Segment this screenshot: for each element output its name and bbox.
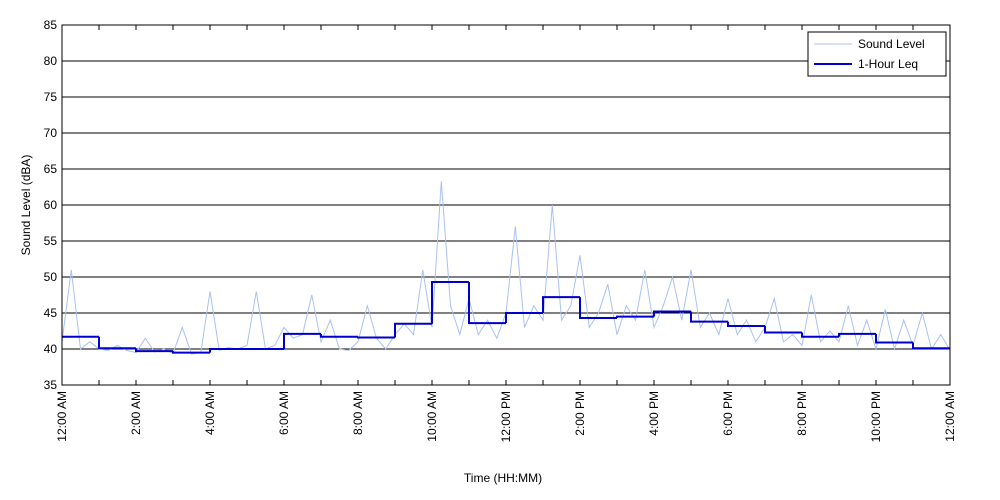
x-tick-label: 4:00 PM (647, 391, 661, 436)
leq-step (505, 312, 543, 324)
y-tick-label: 80 (44, 54, 58, 68)
x-tick-label: 8:00 PM (795, 391, 809, 436)
leq-step (394, 322, 432, 338)
x-tick-label: 10:00 AM (425, 391, 439, 442)
x-tick-label: 12:00 PM (499, 391, 513, 442)
y-tick-label: 70 (44, 126, 58, 140)
y-tick-label: 60 (44, 198, 58, 212)
y-tick-label: 55 (44, 234, 58, 248)
x-tick-label: 6:00 PM (721, 391, 735, 436)
legend-label: Sound Level (858, 37, 925, 51)
leq-step (616, 315, 654, 319)
legend-box (807, 31, 947, 77)
leq-step (764, 325, 802, 334)
x-axis-label: Time (HH:MM) (464, 471, 542, 485)
y-tick-label: 40 (44, 342, 58, 356)
y-tick-label: 35 (44, 378, 58, 392)
leq-step (98, 336, 136, 350)
leq-step (283, 332, 321, 349)
x-tick-label: 12:00 AM (55, 391, 69, 442)
leq-step (653, 310, 691, 317)
leq-step (542, 296, 580, 313)
leq-step (468, 282, 506, 325)
y-tick-label: 85 (44, 18, 58, 32)
x-tick-label: 2:00 AM (129, 391, 143, 435)
x-tick-label: 2:00 PM (573, 391, 587, 436)
leq-step (801, 332, 839, 338)
leq-step (135, 348, 173, 353)
x-tick-label: 8:00 AM (351, 391, 365, 435)
leq-step (727, 321, 765, 327)
x-tick-label: 4:00 AM (203, 391, 217, 435)
y-tick-label: 45 (44, 306, 58, 320)
x-tick-label: 6:00 AM (277, 391, 291, 435)
y-tick-label: 50 (44, 270, 58, 284)
leq-step (320, 333, 358, 338)
leq-step (172, 351, 210, 354)
leq-step (209, 348, 247, 353)
x-tick-label: 12:00 AM (943, 391, 957, 442)
leq-step (431, 281, 469, 324)
leq-step (912, 342, 950, 350)
leq-step (690, 311, 728, 323)
y-axis-label: Sound Level (dBA) (19, 155, 33, 256)
leq-step (579, 297, 617, 320)
leq-step (357, 336, 395, 339)
legend-label: 1-Hour Leq (858, 57, 918, 71)
leq-step (838, 332, 876, 337)
y-tick-label: 65 (44, 162, 58, 176)
leq-step (875, 333, 913, 344)
plot-frame (61, 24, 951, 386)
y-tick-label: 75 (44, 90, 58, 104)
x-tick-label: 10:00 PM (869, 391, 883, 442)
